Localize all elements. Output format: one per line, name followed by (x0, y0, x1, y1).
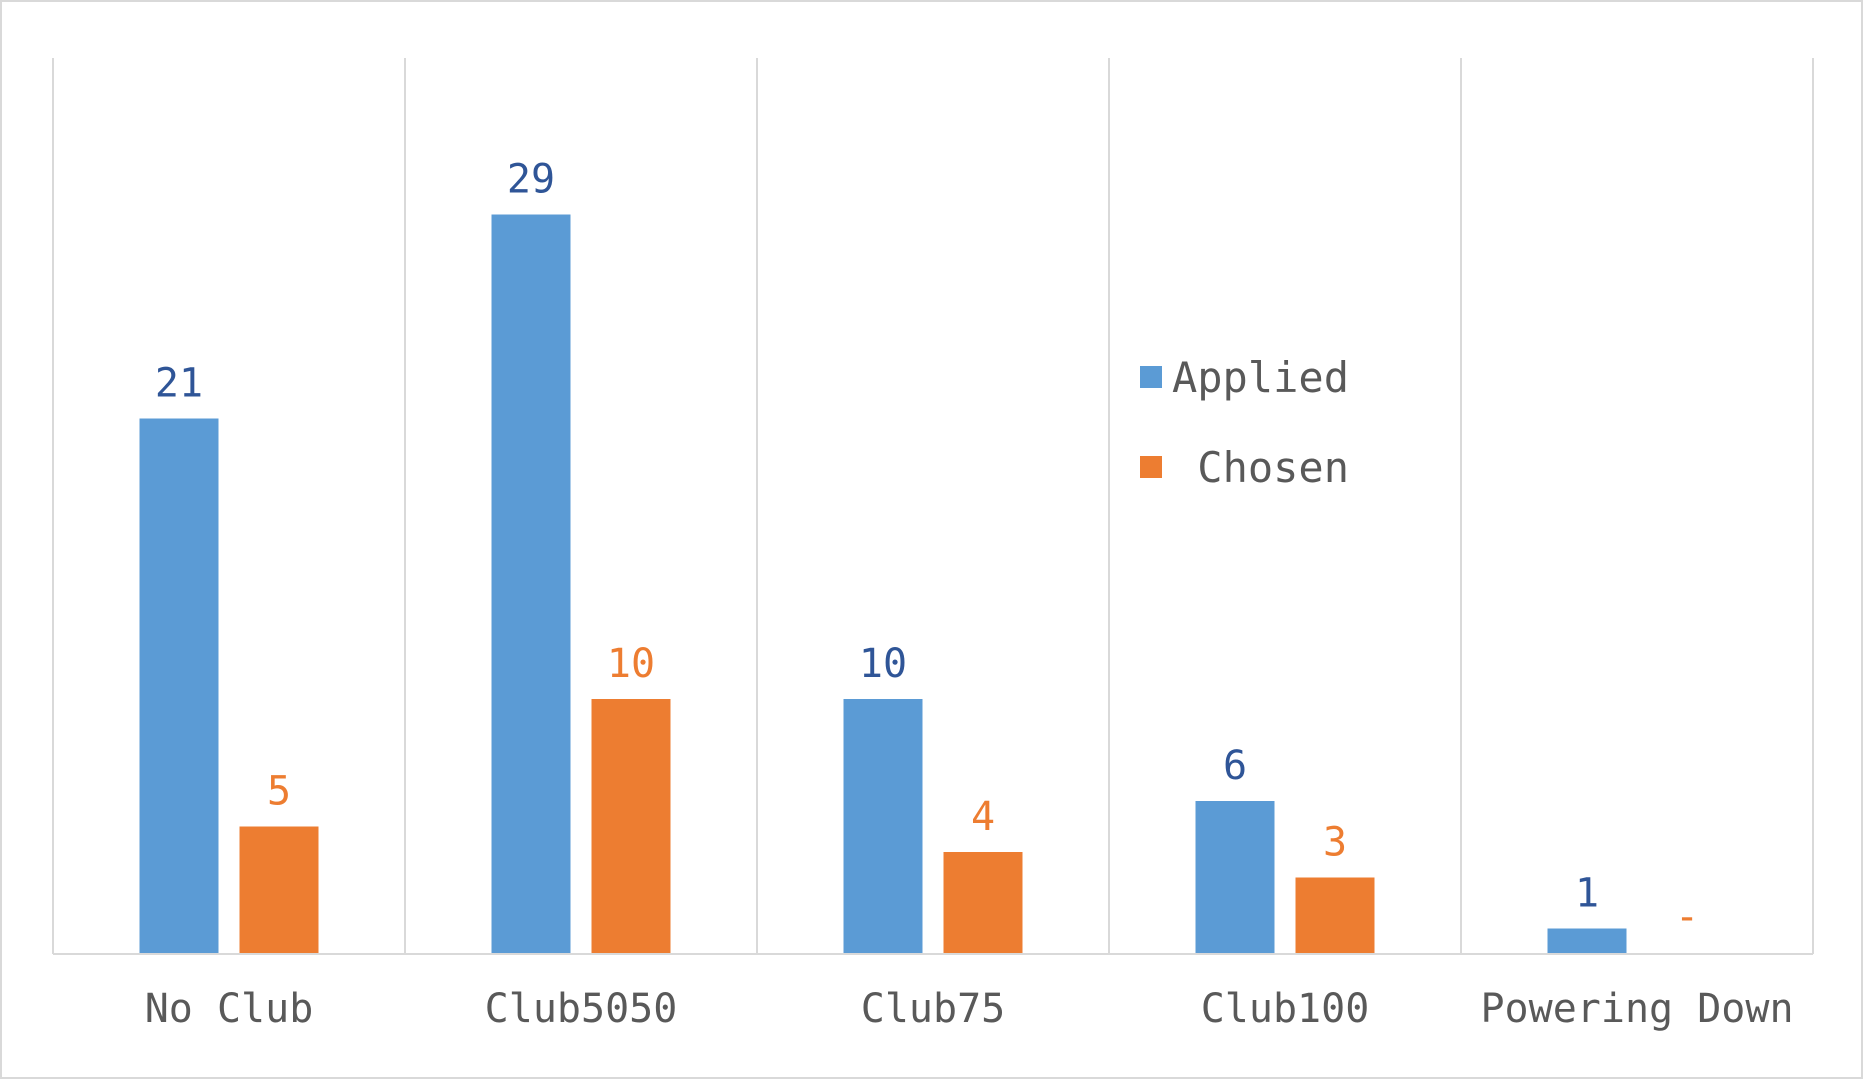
data-label-chosen-1: 10 (607, 641, 655, 687)
bar-applied-1 (491, 214, 571, 954)
legend-swatch-applied (1140, 366, 1162, 388)
bar-applied-0 (139, 418, 219, 954)
data-label-chosen-2: 4 (971, 794, 995, 840)
bar-chosen-0 (239, 826, 319, 954)
data-label-chosen-4: - (1675, 894, 1699, 940)
data-label-chosen-0: 5 (267, 769, 291, 815)
bar-applied-2 (843, 699, 923, 954)
data-label-chosen-3: 3 (1323, 820, 1347, 866)
data-label-applied-4: 1 (1575, 871, 1599, 917)
bar-chosen-2 (943, 852, 1023, 954)
x-tick-label: Club5050 (485, 986, 678, 1032)
data-label-applied-1: 29 (507, 157, 555, 203)
legend-label-chosen: Chosen (1197, 443, 1349, 492)
legend-swatch-chosen (1140, 456, 1162, 478)
x-tick-label: Powering Down (1480, 986, 1793, 1032)
x-tick-label: Club75 (861, 986, 1006, 1032)
bar-chosen-3 (1295, 877, 1375, 954)
data-label-applied-2: 10 (859, 641, 907, 687)
legend-label-applied: Applied (1172, 353, 1349, 402)
bar-chosen-1 (591, 699, 671, 954)
bar-applied-3 (1195, 801, 1275, 954)
x-tick-label: No Club (145, 986, 314, 1032)
x-tick-label: Club100 (1201, 986, 1370, 1032)
data-label-applied-3: 6 (1223, 743, 1247, 789)
data-label-applied-0: 21 (155, 361, 203, 407)
bar-applied-4 (1547, 928, 1627, 954)
